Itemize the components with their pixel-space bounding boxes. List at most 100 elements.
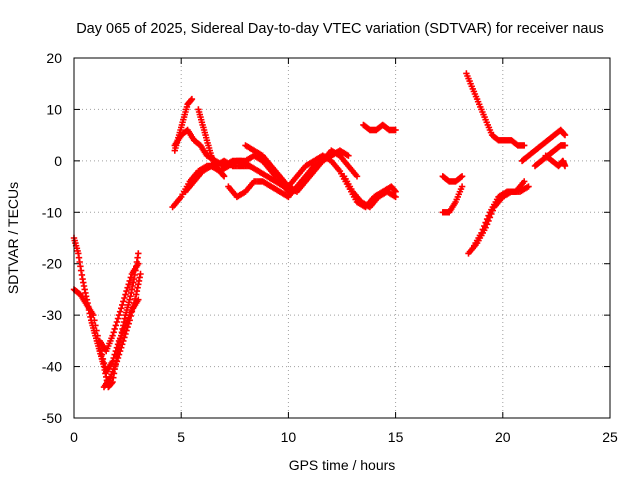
- data-point-marker: [135, 250, 142, 257]
- data-point-marker: [98, 351, 106, 358]
- data-point-marker: [111, 325, 118, 333]
- data-point-marker: [392, 126, 399, 134]
- x-tick-label: 15: [388, 429, 404, 445]
- series-s15: [439, 173, 466, 185]
- y-tick-label: -50: [42, 410, 62, 426]
- data-point-marker: [353, 173, 361, 180]
- data-point-marker: [458, 173, 466, 180]
- data-point-marker: [92, 322, 99, 329]
- y-tick-label: -40: [42, 359, 62, 375]
- data-point-marker: [130, 299, 138, 307]
- data-point-marker: [123, 287, 130, 295]
- tick-labels: 0 5 10 15 20 25 -50 -40 -30 -20 -10 0 10 20: [42, 50, 618, 445]
- data-point-marker: [561, 131, 569, 139]
- data-point-marker: [128, 308, 136, 315]
- x-tick-label: 25: [602, 429, 618, 445]
- series-s19: [469, 178, 528, 252]
- series-s4: [100, 270, 144, 391]
- data-point-marker: [114, 315, 122, 322]
- data-point-marker: [112, 322, 119, 329]
- data-point-marker: [129, 304, 137, 311]
- series-s6: [171, 95, 196, 154]
- y-tick-label: -30: [42, 307, 62, 323]
- data-point-marker: [482, 219, 489, 226]
- data-point-marker: [525, 183, 532, 190]
- data-point-marker: [99, 355, 107, 363]
- y-tick-label: -10: [42, 204, 62, 220]
- x-axis-label: GPS time / hours: [289, 457, 396, 473]
- plot-border: [73, 57, 611, 419]
- data-point-marker: [121, 294, 128, 302]
- data-point-marker: [123, 327, 130, 334]
- series-s22: [542, 152, 569, 170]
- data-point-marker: [91, 317, 98, 324]
- data-point-marker: [137, 270, 144, 278]
- data-point-marker: [114, 354, 122, 362]
- data-point-marker: [220, 173, 228, 180]
- data-point-marker: [121, 334, 128, 341]
- data-point-marker: [122, 291, 129, 298]
- data-point-marker: [345, 152, 352, 159]
- data-point-marker: [116, 308, 124, 315]
- data-point-marker: [246, 162, 253, 170]
- y-tick-label: 20: [46, 50, 62, 66]
- data-point-marker: [521, 142, 528, 149]
- data-point-marker: [119, 341, 126, 348]
- data-point-marker: [90, 311, 97, 319]
- data-point-marker: [119, 301, 126, 309]
- x-tick-label: 20: [495, 429, 511, 445]
- data-point-marker: [113, 358, 121, 365]
- series-s20: [518, 126, 569, 165]
- data-point-marker: [458, 183, 466, 190]
- data-point-marker: [122, 330, 129, 338]
- data-point-marker: [521, 178, 528, 185]
- series-s3: [96, 260, 142, 355]
- data-point-marker: [124, 284, 131, 291]
- data-point-marker: [479, 226, 486, 233]
- data-point-marker: [483, 215, 491, 223]
- data-point-marker: [135, 296, 142, 303]
- data-point-marker: [131, 295, 139, 303]
- series-s17: [463, 70, 528, 149]
- data-point-marker: [392, 193, 399, 201]
- data-point-marker: [118, 305, 125, 312]
- series-s2: [70, 286, 142, 375]
- data-point-marker: [478, 229, 485, 237]
- series-s9: [182, 152, 292, 195]
- data-point-marker: [100, 359, 108, 367]
- y-tick-label: 10: [46, 101, 62, 117]
- data-point-marker: [120, 337, 127, 345]
- series-s13: [340, 173, 399, 211]
- data-point-marker: [561, 162, 569, 170]
- chart-title: Day 065 of 2025, Sidereal Day-to-day VTE…: [76, 21, 604, 37]
- data-points: [70, 70, 569, 391]
- data-point-marker: [113, 318, 121, 326]
- y-tick-label: -20: [42, 256, 62, 272]
- data-point-marker: [127, 312, 134, 320]
- data-point-marker: [124, 323, 131, 331]
- data-point-marker: [118, 344, 125, 351]
- data-point-marker: [188, 95, 196, 103]
- y-tick-label: 0: [54, 153, 62, 169]
- data-point-marker: [93, 327, 100, 334]
- x-tick-label: 0: [70, 429, 78, 445]
- data-point-marker: [116, 347, 124, 355]
- data-point-marker: [109, 332, 116, 339]
- x-tick-label: 10: [281, 429, 297, 445]
- data-point-marker: [481, 222, 488, 230]
- y-axis-label: SDTVAR / TECUs: [5, 182, 21, 294]
- data-point-marker: [485, 212, 492, 219]
- x-tick-label: 5: [177, 429, 185, 445]
- data-point-marker: [127, 274, 134, 281]
- data-point-marker: [94, 332, 101, 339]
- data-point-marker: [120, 298, 127, 305]
- data-point-marker: [135, 260, 142, 267]
- data-point-marker: [115, 351, 123, 358]
- data-point-marker: [125, 281, 132, 288]
- data-point-marker: [125, 320, 132, 327]
- series-s16: [439, 183, 466, 216]
- series-s14: [360, 121, 399, 134]
- data-point-marker: [126, 317, 133, 324]
